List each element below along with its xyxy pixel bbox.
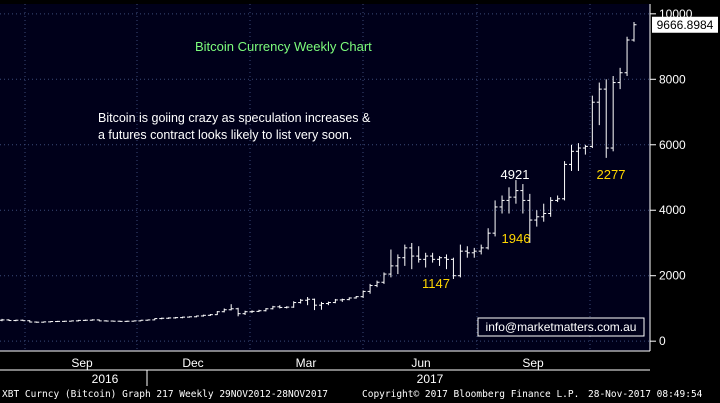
chart-title: Bitcoin Currency Weekly Chart <box>195 39 372 54</box>
footer-bar: XBT Curncy (Bitcoin) Graph 217 Weekly 29… <box>0 386 720 403</box>
last-price-box <box>652 16 718 33</box>
x-month-label: Mar <box>296 356 317 370</box>
y-tick-label: 4000 <box>659 203 686 217</box>
y-tick-label: 2000 <box>659 269 686 283</box>
x-month-label: Sep <box>71 356 93 370</box>
last-price-label: 9666.8984 <box>657 18 714 32</box>
x-year-label: 2017 <box>417 372 444 386</box>
x-month-label: Dec <box>182 356 203 370</box>
annotation-line: a futures contract looks likely to list … <box>98 128 352 142</box>
y-tick-label: 8000 <box>659 72 686 86</box>
x-month-label: Jun <box>411 356 430 370</box>
footer-copyright: Copyright© 2017 Bloomberg Finance L.P. <box>362 389 580 400</box>
plot-area <box>0 4 650 351</box>
contact-box <box>477 317 645 337</box>
y-tick-label: 6000 <box>659 138 686 152</box>
callout-label: 1147 <box>422 276 450 291</box>
callout-label: 1946 <box>502 231 531 246</box>
callout-label: 4921 <box>501 167 530 182</box>
x-year-label: 2016 <box>92 372 119 386</box>
footer-timestamp: 28-Nov-2017 08:49:54 <box>588 389 703 400</box>
annotation-line: Bitcoin is goiing crazy as speculation i… <box>98 111 371 125</box>
contact-email: info@marketmatters.com.au <box>486 320 637 334</box>
y-tick-label: 0 <box>659 334 666 348</box>
footer-graph-info: XBT Curncy (Bitcoin) Graph 217 Weekly 29… <box>2 389 329 400</box>
x-month-label: Sep <box>522 356 544 370</box>
callout-label: 2277 <box>597 167 626 182</box>
